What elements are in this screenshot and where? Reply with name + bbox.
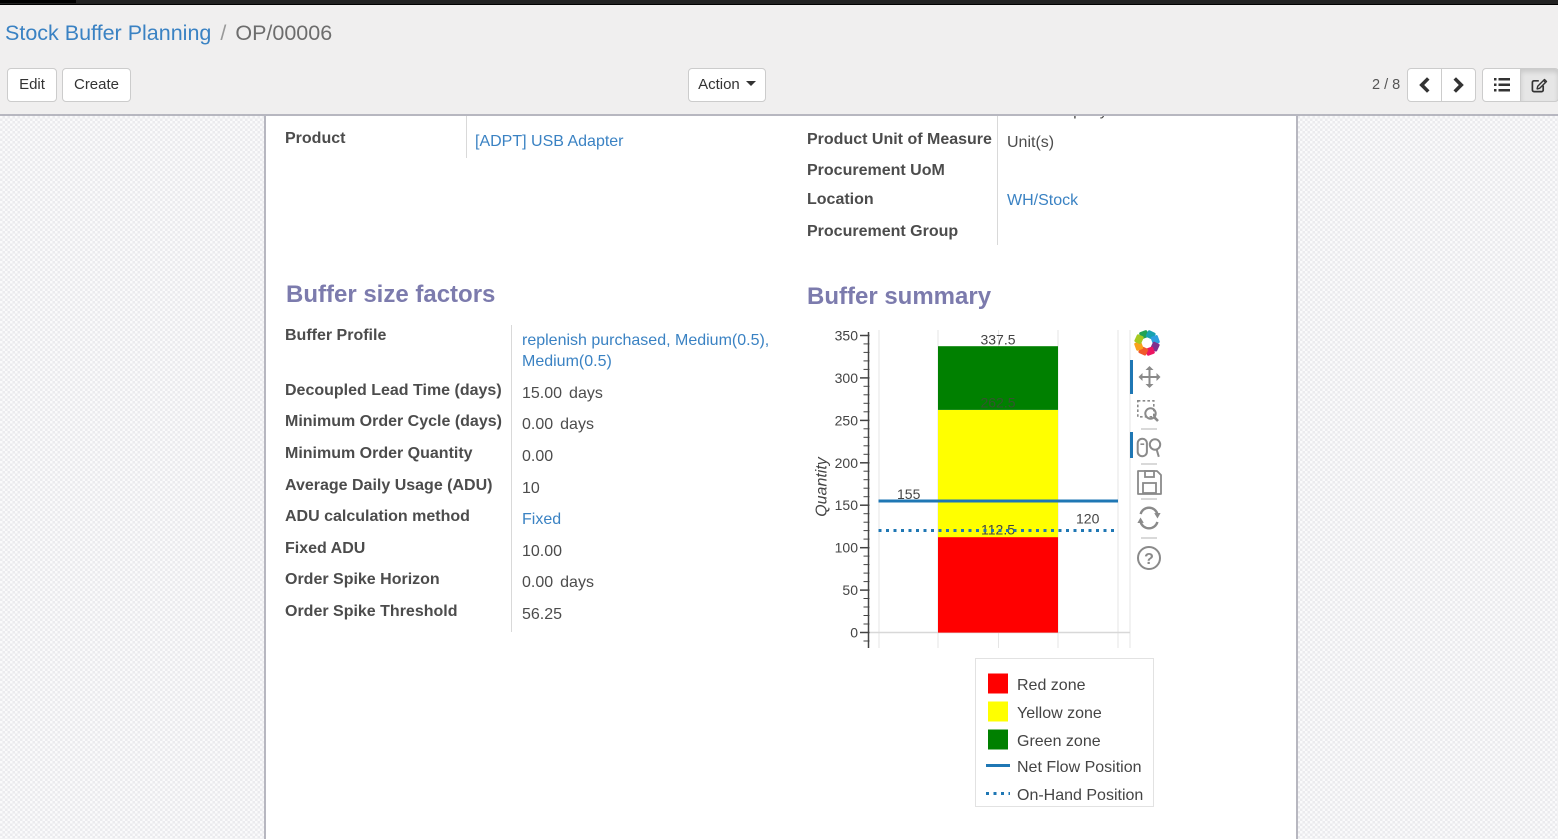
svg-text:112.5: 112.5 (981, 522, 1015, 538)
svg-text:150: 150 (835, 497, 859, 513)
svg-text:?: ? (1144, 551, 1154, 568)
svg-text:250: 250 (835, 412, 859, 428)
svg-text:Yellow zone: Yellow zone (1017, 705, 1102, 722)
svg-text:On-Hand Position: On-Hand Position (1017, 787, 1143, 804)
svg-text:Red zone: Red zone (1017, 677, 1086, 694)
svg-text:155: 155 (897, 486, 921, 502)
svg-text:300: 300 (835, 370, 859, 386)
svg-text:Quantity: Quantity (814, 456, 831, 517)
svg-text:262.5: 262.5 (980, 395, 1015, 411)
svg-text:120: 120 (1076, 511, 1100, 527)
svg-text:50: 50 (842, 582, 858, 598)
svg-text:0: 0 (850, 625, 858, 641)
svg-text:Net Flow Position: Net Flow Position (1017, 759, 1142, 776)
svg-text:200: 200 (835, 455, 859, 471)
svg-text:350: 350 (835, 328, 859, 344)
svg-text:337.5: 337.5 (980, 332, 1015, 348)
svg-text:100: 100 (835, 540, 859, 556)
svg-text:Green zone: Green zone (1017, 733, 1101, 750)
